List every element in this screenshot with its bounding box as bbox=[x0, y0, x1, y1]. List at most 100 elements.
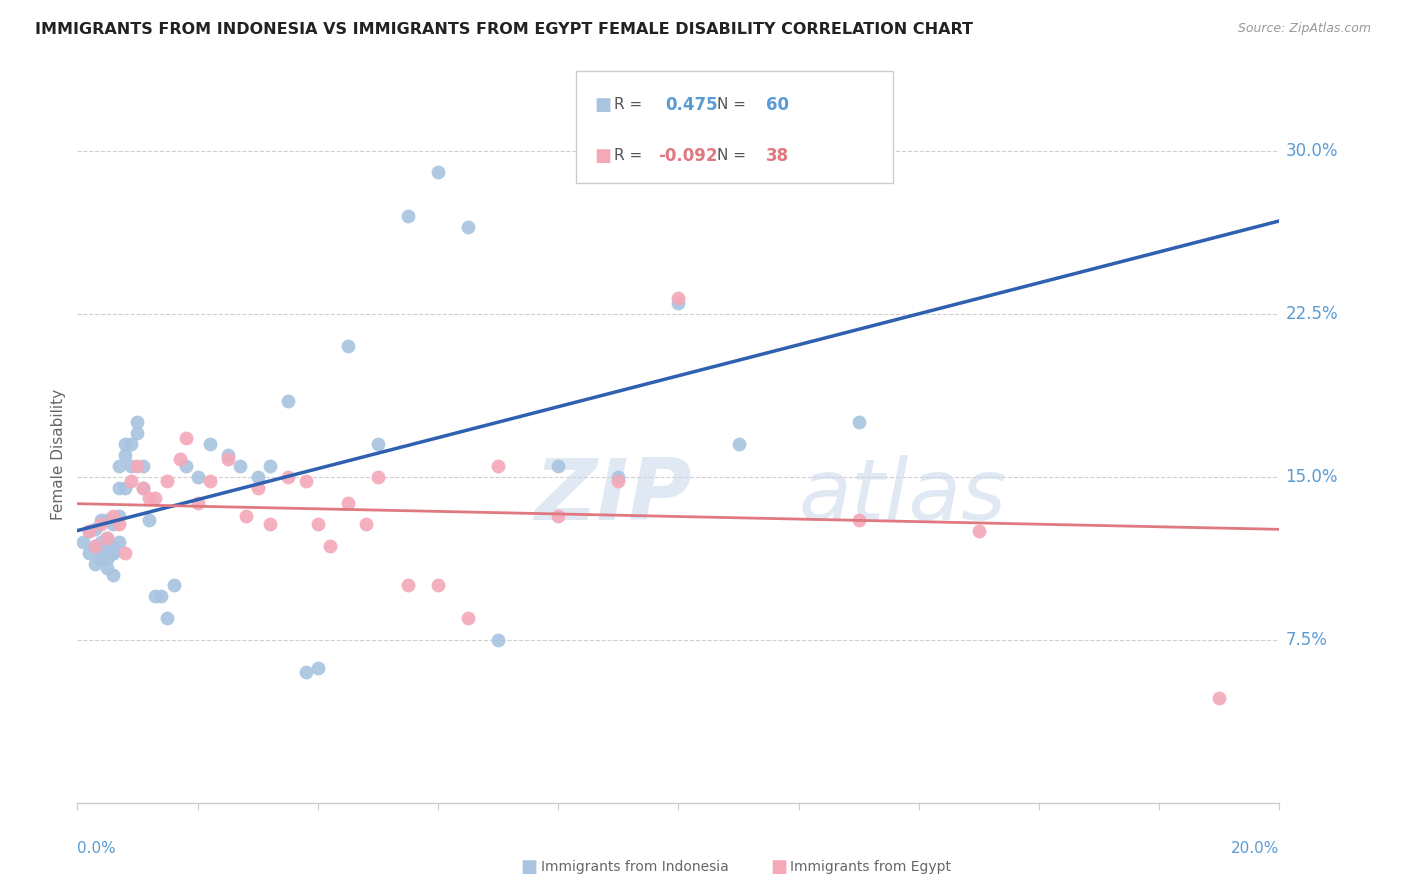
Point bbox=[277, 393, 299, 408]
Point bbox=[108, 535, 131, 549]
Point bbox=[336, 496, 359, 510]
Point bbox=[79, 546, 101, 560]
Point bbox=[848, 513, 870, 527]
Point bbox=[103, 539, 125, 553]
Point bbox=[848, 415, 870, 429]
Point bbox=[127, 415, 149, 429]
Point bbox=[217, 448, 239, 462]
Point bbox=[228, 458, 250, 473]
Point bbox=[156, 474, 179, 488]
Point bbox=[486, 458, 509, 473]
Text: 20.0%: 20.0% bbox=[1232, 841, 1279, 856]
Point bbox=[607, 474, 630, 488]
Point bbox=[174, 458, 197, 473]
Point bbox=[967, 524, 990, 538]
Text: ■: ■ bbox=[520, 858, 537, 876]
Point bbox=[174, 431, 197, 445]
Point bbox=[114, 546, 136, 560]
Point bbox=[79, 524, 101, 538]
Text: 38: 38 bbox=[766, 147, 789, 165]
Text: 22.5%: 22.5% bbox=[1285, 304, 1339, 323]
Text: Immigrants from Egypt: Immigrants from Egypt bbox=[790, 860, 952, 874]
Text: ZIP: ZIP bbox=[534, 455, 692, 538]
Point bbox=[259, 458, 281, 473]
Text: 0.475: 0.475 bbox=[665, 95, 717, 113]
Point bbox=[427, 165, 450, 179]
Point bbox=[457, 219, 479, 234]
Point bbox=[108, 508, 131, 523]
Point bbox=[457, 611, 479, 625]
Point bbox=[103, 517, 125, 532]
Point bbox=[294, 474, 316, 488]
Text: Source: ZipAtlas.com: Source: ZipAtlas.com bbox=[1237, 22, 1371, 36]
Point bbox=[162, 578, 184, 592]
Point bbox=[90, 517, 112, 532]
Point bbox=[114, 448, 136, 462]
Point bbox=[96, 539, 118, 553]
Y-axis label: Female Disability: Female Disability bbox=[51, 389, 66, 521]
Text: atlas: atlas bbox=[799, 455, 1007, 538]
Point bbox=[120, 474, 142, 488]
Point bbox=[259, 517, 281, 532]
Point bbox=[84, 539, 107, 553]
Point bbox=[246, 481, 269, 495]
Point bbox=[145, 589, 167, 603]
Point bbox=[727, 437, 749, 451]
Point bbox=[108, 481, 131, 495]
Point bbox=[307, 661, 329, 675]
Point bbox=[169, 452, 191, 467]
Text: N =: N = bbox=[717, 97, 747, 112]
Point bbox=[114, 437, 136, 451]
Point bbox=[103, 546, 125, 560]
Point bbox=[103, 508, 125, 523]
Point bbox=[186, 469, 209, 483]
Point bbox=[84, 522, 107, 536]
Point bbox=[138, 513, 160, 527]
Text: ■: ■ bbox=[770, 858, 787, 876]
Point bbox=[145, 491, 167, 506]
Point bbox=[84, 539, 107, 553]
Point bbox=[138, 491, 160, 506]
Point bbox=[132, 481, 155, 495]
Point bbox=[127, 426, 149, 441]
Point bbox=[607, 469, 630, 483]
Point bbox=[132, 481, 155, 495]
Point bbox=[90, 513, 112, 527]
Point bbox=[336, 339, 359, 353]
Point bbox=[307, 517, 329, 532]
Point bbox=[1208, 691, 1230, 706]
Point bbox=[354, 517, 377, 532]
Point bbox=[547, 458, 569, 473]
Text: 30.0%: 30.0% bbox=[1285, 142, 1339, 160]
Text: 0.0%: 0.0% bbox=[77, 841, 117, 856]
Point bbox=[427, 578, 450, 592]
Point bbox=[114, 481, 136, 495]
Point bbox=[90, 552, 112, 566]
Text: Immigrants from Indonesia: Immigrants from Indonesia bbox=[541, 860, 730, 874]
Point bbox=[186, 496, 209, 510]
Point bbox=[217, 452, 239, 467]
Point bbox=[547, 508, 569, 523]
Point bbox=[367, 437, 389, 451]
Point bbox=[367, 469, 389, 483]
Point bbox=[96, 531, 118, 545]
Point bbox=[108, 458, 131, 473]
Point bbox=[396, 209, 419, 223]
Point bbox=[198, 437, 221, 451]
Point bbox=[79, 524, 101, 538]
Point bbox=[486, 632, 509, 647]
Text: N =: N = bbox=[717, 148, 747, 163]
Text: ■: ■ bbox=[595, 147, 612, 165]
Point bbox=[294, 665, 316, 680]
Text: -0.092: -0.092 bbox=[658, 147, 717, 165]
Point bbox=[246, 469, 269, 483]
Point bbox=[198, 474, 221, 488]
Point bbox=[156, 611, 179, 625]
Text: 7.5%: 7.5% bbox=[1285, 631, 1327, 648]
Point bbox=[668, 291, 690, 305]
Text: R =: R = bbox=[614, 148, 643, 163]
Point bbox=[277, 469, 299, 483]
Point bbox=[396, 578, 419, 592]
Point bbox=[120, 458, 142, 473]
Point bbox=[90, 535, 112, 549]
